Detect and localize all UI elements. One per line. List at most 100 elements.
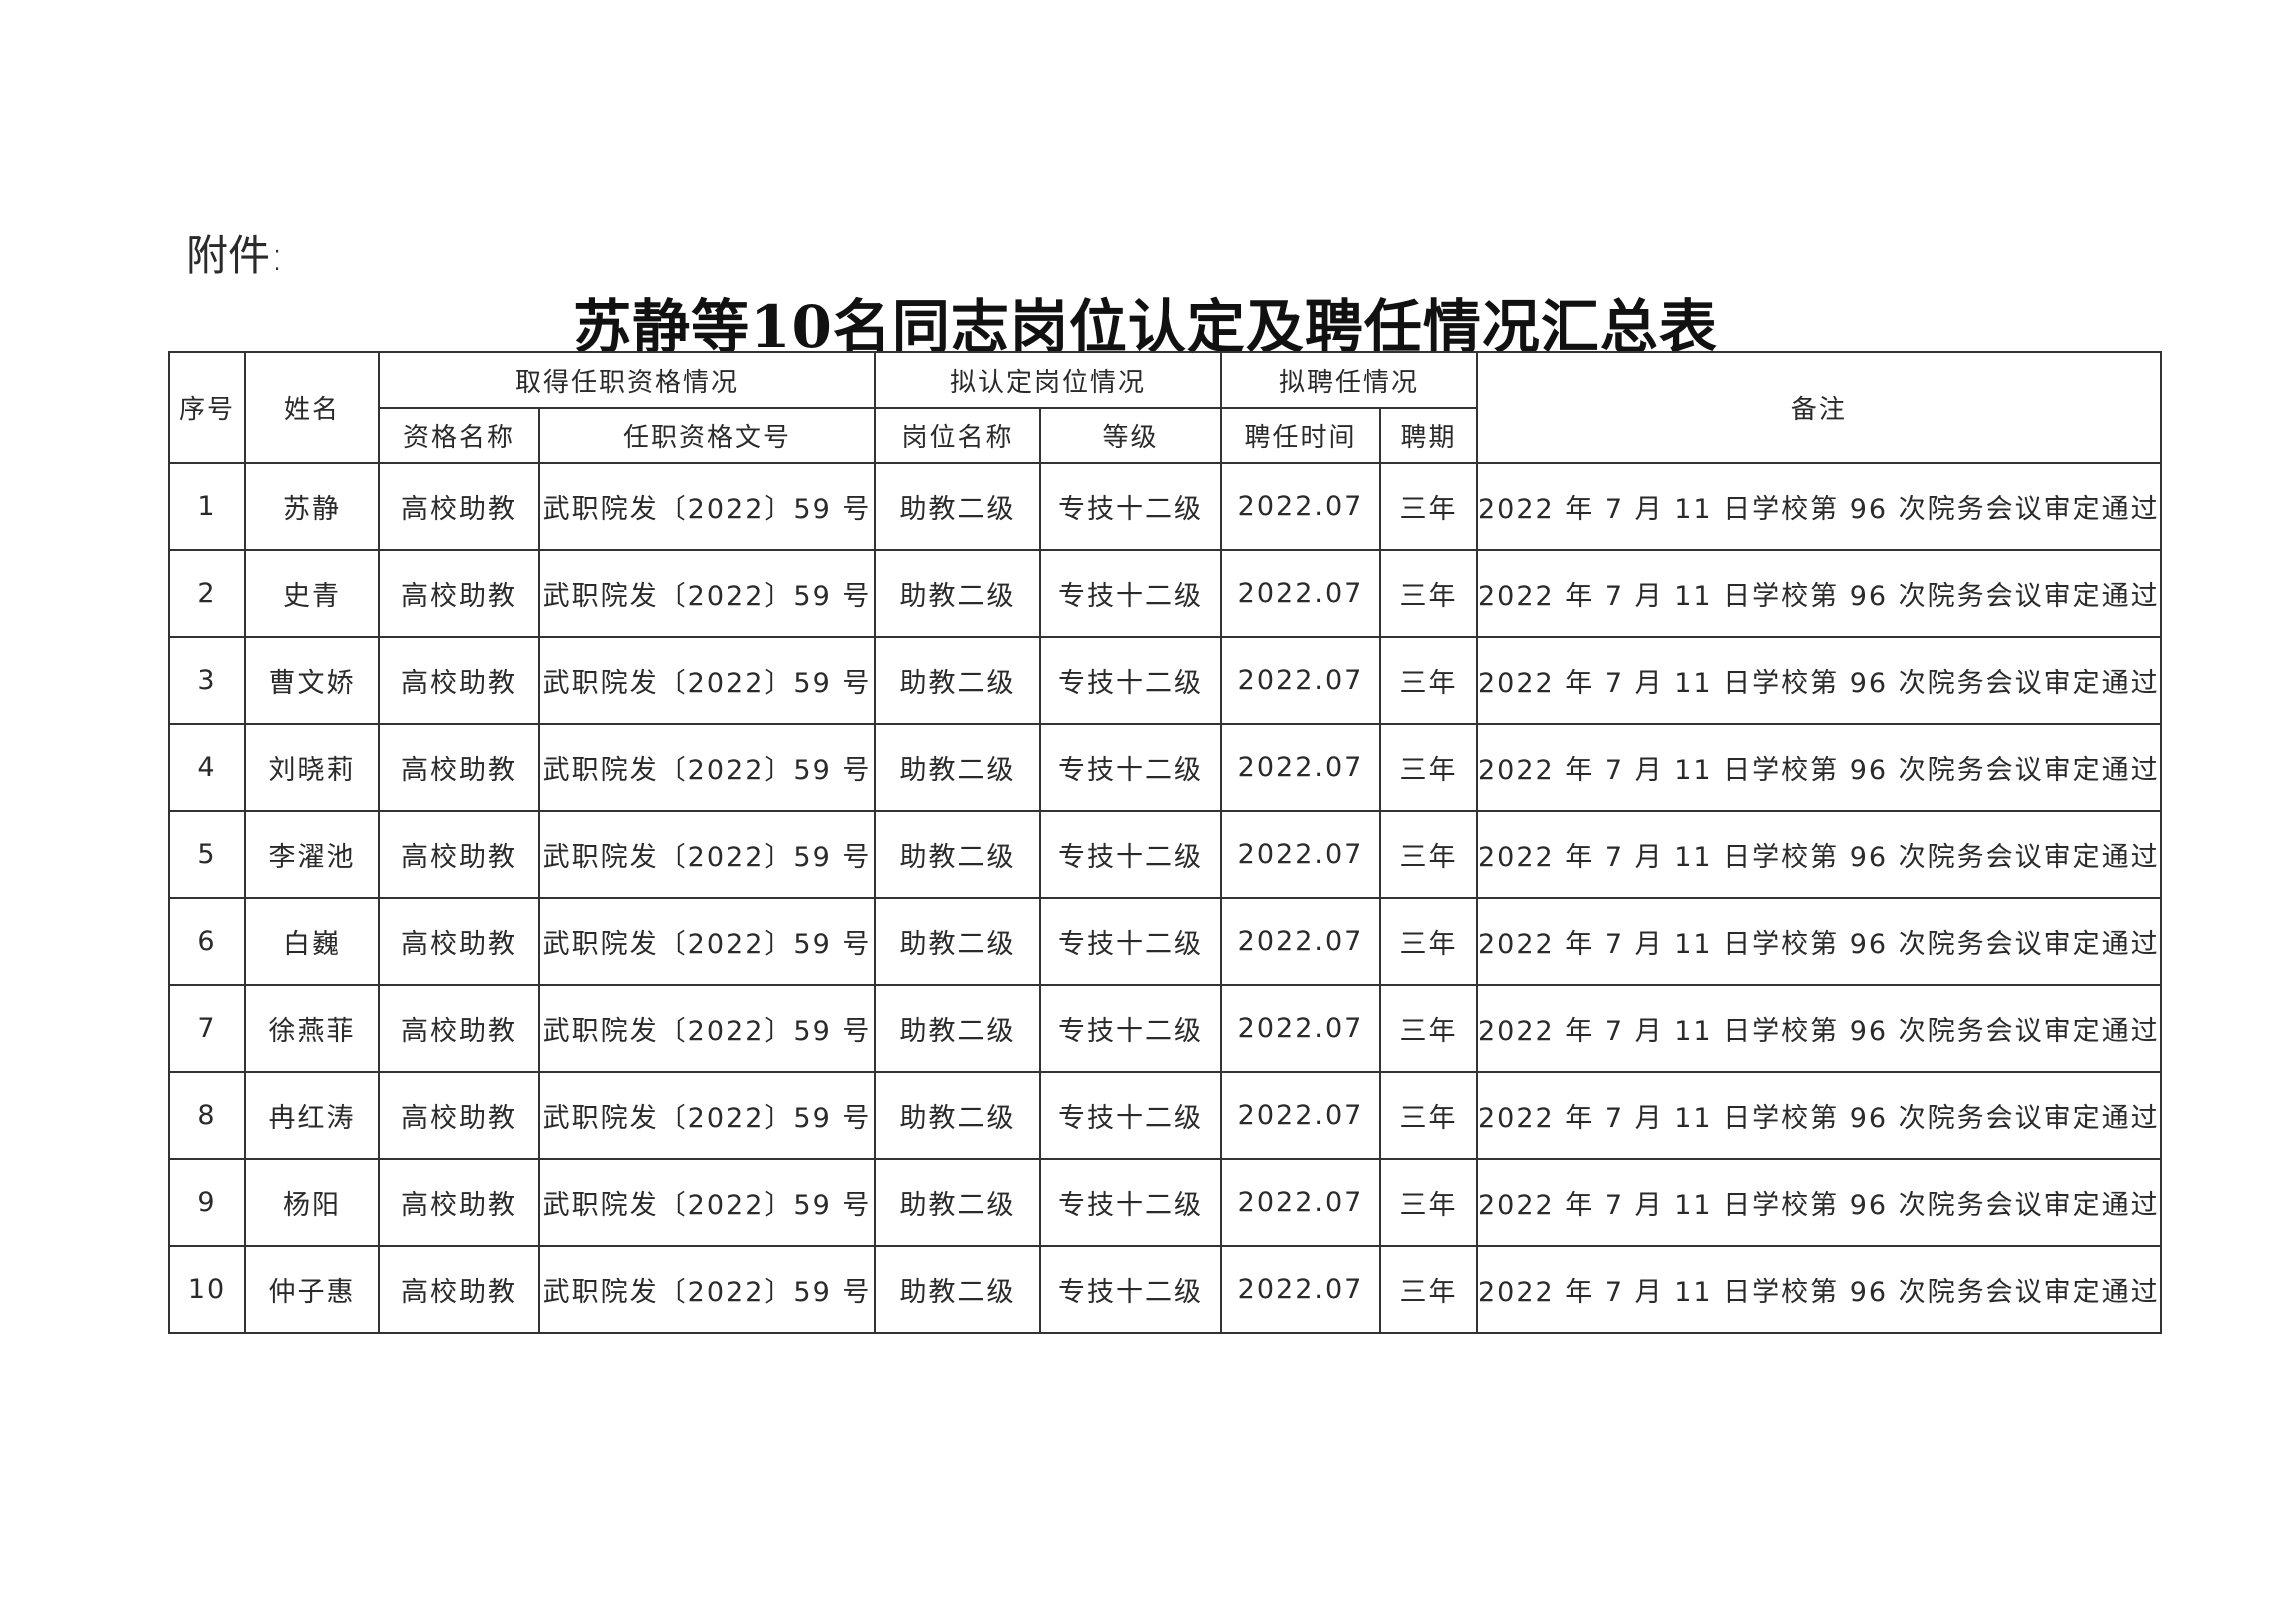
cell-hire-term: 三年 [1379, 1071, 1478, 1160]
cell-hire-term: 三年 [1379, 810, 1478, 899]
cell-position: 助教二级 [874, 723, 1041, 812]
cell-grade: 专技十二级 [1039, 549, 1222, 638]
cell-document-number: 武职院发〔2022〕59 号 [538, 810, 876, 899]
header-qualification-doc: 任职资格文号 [538, 407, 876, 464]
cell-hire-time: 2022.07 [1220, 897, 1381, 986]
cell-qualification: 高校助教 [378, 1158, 540, 1247]
cell-seq: 4 [168, 723, 246, 812]
table-row: 9 杨阳 高校助教 武职院发〔2022〕59 号助教二级 专技十二级 2022.07 三年 2… [168, 1158, 2162, 1247]
cell-hire-time: 2022.07 [1220, 1071, 1381, 1160]
header-position-group: 拟认定岗位情况 [874, 351, 1222, 409]
table-row: 8 冉红涛 高校助教 武职院发〔2022〕59 号助教二级 专技十二级 2022.07 三年… [168, 1071, 2162, 1160]
page-title: 苏静等10名同志岗位认定及聘任情况汇总表 [573, 293, 1718, 361]
cell-hire-time: 2022.07 [1220, 636, 1381, 725]
cell-seq: 8 [168, 1071, 246, 1160]
header-hire-time: 聘任时间 [1220, 407, 1381, 464]
cell-seq: 2 [168, 549, 246, 638]
cell-hire-time: 2022.07 [1220, 984, 1381, 1073]
header-position-name: 岗位名称 [874, 407, 1041, 464]
header-qualification-name: 资格名称 [378, 407, 540, 464]
cell-grade: 专技十二级 [1039, 984, 1222, 1073]
cell-name: 刘晓莉 [244, 723, 380, 812]
cell-remark: 2022 年 7 月 11 日学校第 96 次院务会议审定通过 [1476, 462, 2162, 551]
cell-qualification: 高校助教 [378, 462, 540, 551]
header-remarks: 备注 [1476, 351, 2162, 464]
table-row: 10 仲子惠 高校助教 武职院发〔2022〕59 号助教二级 专技十二级 2022.07 三… [168, 1245, 2162, 1334]
cell-name: 白巍 [244, 897, 380, 986]
header-grade: 等级 [1039, 407, 1222, 464]
header-name: 姓名 [244, 351, 380, 464]
cell-seq: 10 [168, 1245, 246, 1334]
header-qualification-group: 取得任职资格情况 [378, 351, 876, 409]
table-row: 6 白巍 高校助教 武职院发〔2022〕59 号助教二级 专技十二级 2022.07 三年 2… [168, 897, 2162, 986]
cell-remark: 2022 年 7 月 11 日学校第 96 次院务会议审定通过 [1476, 549, 2162, 638]
cell-name: 李濯池 [244, 810, 380, 899]
cell-hire-term: 三年 [1379, 984, 1478, 1073]
cell-remark: 2022 年 7 月 11 日学校第 96 次院务会议审定通过 [1476, 1158, 2162, 1247]
cell-hire-time: 2022.07 [1220, 549, 1381, 638]
attachment-label: 附件: [186, 231, 285, 280]
cell-grade: 专技十二级 [1039, 810, 1222, 899]
cell-position: 助教二级 [874, 1071, 1041, 1160]
cell-hire-time: 2022.07 [1220, 1245, 1381, 1334]
cell-grade: 专技十二级 [1039, 723, 1222, 812]
cell-hire-time: 2022.07 [1220, 810, 1381, 899]
cell-position: 助教二级 [874, 1245, 1041, 1334]
cell-hire-term: 三年 [1379, 636, 1478, 725]
summary-table: 序号 姓名 取得任职资格情况 拟认定岗位情况 拟聘任情况 备注 资格名称 任职资… [168, 351, 2162, 1334]
cell-name: 冉红涛 [244, 1071, 380, 1160]
table-row: 4 刘晓莉 高校助教 武职院发〔2022〕59 号助教二级 专技十二级 2022.07 三年… [168, 723, 2162, 812]
cell-hire-term: 三年 [1379, 897, 1478, 986]
cell-grade: 专技十二级 [1039, 462, 1222, 551]
cell-position: 助教二级 [874, 897, 1041, 986]
table-row: 1 苏静 高校助教 武职院发〔2022〕59 号助教二级 专技十二级 2022.07 三年 2… [168, 462, 2162, 551]
cell-qualification: 高校助教 [378, 1245, 540, 1334]
cell-hire-time: 2022.07 [1220, 723, 1381, 812]
cell-document-number: 武职院发〔2022〕59 号 [538, 984, 876, 1073]
table-row: 3 曹文娇 高校助教 武职院发〔2022〕59 号助教二级 专技十二级 2022.07 三年… [168, 636, 2162, 725]
cell-name: 杨阳 [244, 1158, 380, 1247]
cell-seq: 9 [168, 1158, 246, 1247]
cell-position: 助教二级 [874, 1158, 1041, 1247]
table-row: 7 徐燕菲 高校助教 武职院发〔2022〕59 号助教二级 专技十二级 2022.07 三年… [168, 984, 2162, 1073]
cell-remark: 2022 年 7 月 11 日学校第 96 次院务会议审定通过 [1476, 897, 2162, 986]
cell-remark: 2022 年 7 月 11 日学校第 96 次院务会议审定通过 [1476, 723, 2162, 812]
cell-grade: 专技十二级 [1039, 897, 1222, 986]
cell-position: 助教二级 [874, 462, 1041, 551]
cell-name: 仲子惠 [244, 1245, 380, 1334]
cell-qualification: 高校助教 [378, 636, 540, 725]
cell-qualification: 高校助教 [378, 549, 540, 638]
cell-name: 苏静 [244, 462, 380, 551]
cell-remark: 2022 年 7 月 11 日学校第 96 次院务会议审定通过 [1476, 810, 2162, 899]
cell-hire-time: 2022.07 [1220, 462, 1381, 551]
cell-hire-term: 三年 [1379, 1245, 1478, 1334]
cell-seq: 1 [168, 462, 246, 551]
cell-document-number: 武职院发〔2022〕59 号 [538, 549, 876, 638]
header-hire-group: 拟聘任情况 [1220, 351, 1478, 409]
cell-seq: 3 [168, 636, 246, 725]
cell-position: 助教二级 [874, 636, 1041, 725]
cell-remark: 2022 年 7 月 11 日学校第 96 次院务会议审定通过 [1476, 1245, 2162, 1334]
cell-position: 助教二级 [874, 984, 1041, 1073]
cell-position: 助教二级 [874, 810, 1041, 899]
table-row: 5 李濯池 高校助教 武职院发〔2022〕59 号助教二级 专技十二级 2022.07 三年… [168, 810, 2162, 899]
cell-hire-term: 三年 [1379, 549, 1478, 638]
cell-qualification: 高校助教 [378, 984, 540, 1073]
cell-grade: 专技十二级 [1039, 1071, 1222, 1160]
cell-remark: 2022 年 7 月 11 日学校第 96 次院务会议审定通过 [1476, 1071, 2162, 1160]
cell-hire-term: 三年 [1379, 462, 1478, 551]
cell-hire-term: 三年 [1379, 723, 1478, 812]
table-row: 2 史青 高校助教 武职院发〔2022〕59 号助教二级 专技十二级 2022.07 三年 2… [168, 549, 2162, 638]
cell-document-number: 武职院发〔2022〕59 号 [538, 636, 876, 725]
cell-position: 助教二级 [874, 549, 1041, 638]
cell-document-number: 武职院发〔2022〕59 号 [538, 1158, 876, 1247]
cell-document-number: 武职院发〔2022〕59 号 [538, 1245, 876, 1334]
cell-name: 史青 [244, 549, 380, 638]
cell-grade: 专技十二级 [1039, 636, 1222, 725]
cell-seq: 7 [168, 984, 246, 1073]
cell-remark: 2022 年 7 月 11 日学校第 96 次院务会议审定通过 [1476, 636, 2162, 725]
cell-grade: 专技十二级 [1039, 1245, 1222, 1334]
cell-qualification: 高校助教 [378, 810, 540, 899]
cell-qualification: 高校助教 [378, 897, 540, 986]
cell-remark: 2022 年 7 月 11 日学校第 96 次院务会议审定通过 [1476, 984, 2162, 1073]
